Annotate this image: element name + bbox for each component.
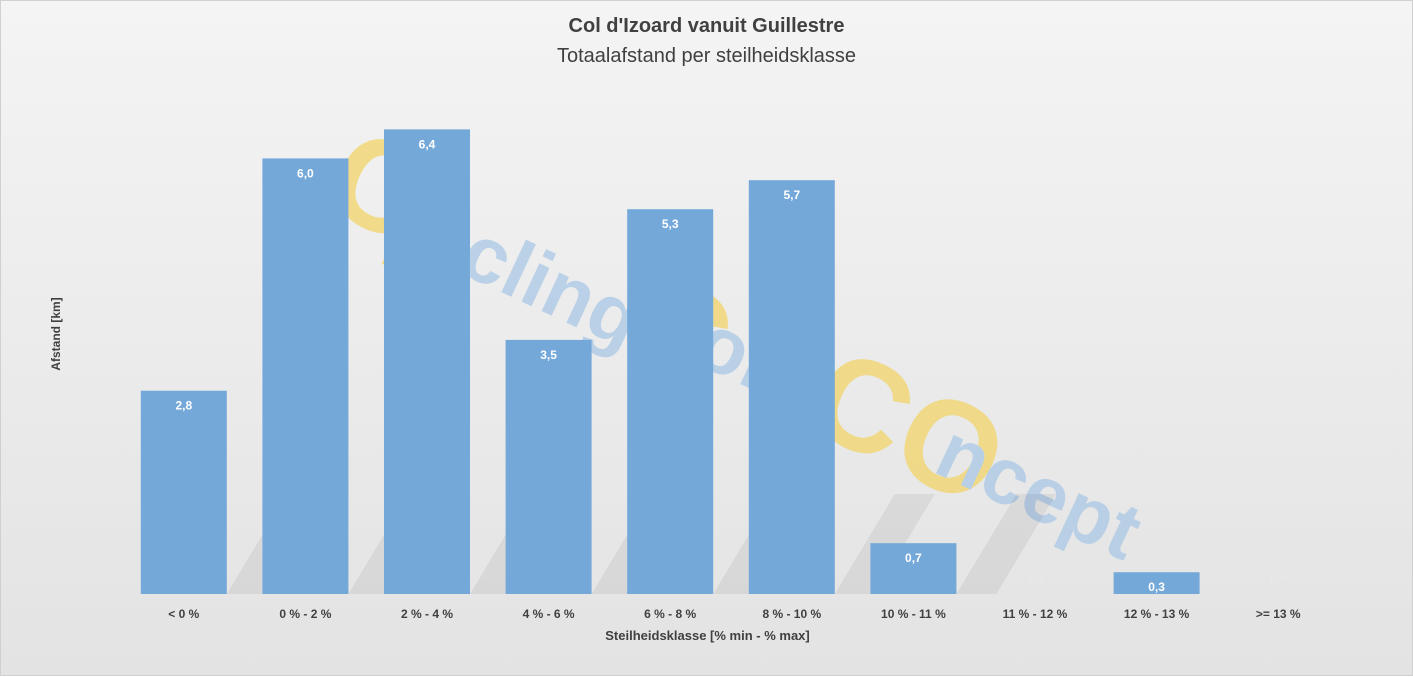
bar — [627, 209, 714, 594]
x-tick-label: 0 % - 2 % — [279, 607, 331, 621]
bar — [1113, 572, 1200, 594]
x-tick-label: 12 % - 13 % — [1124, 607, 1190, 621]
data-label: 6,4 — [419, 137, 436, 151]
data-label: 3,5 — [540, 348, 557, 362]
bar-shadow — [956, 494, 1057, 594]
x-tick-label: 4 % - 6 % — [523, 607, 575, 621]
chart-subtitle: Totaalafstand per steilheidsklasse — [556, 45, 857, 67]
data-label: 6,0 — [297, 166, 314, 180]
watermark-part: ncept — [924, 406, 1155, 577]
bar — [384, 129, 470, 595]
data-label: 0,0 — [1027, 572, 1044, 586]
data-label: 0,7 — [905, 551, 922, 565]
chart-title: Col d'Izoard vanuit Guillestre — [568, 15, 845, 37]
x-axis-label: Steilheidsklasse [% min - % max] — [605, 628, 810, 643]
x-tick-label: < 0 % — [168, 607, 199, 621]
data-label: 2,8 — [175, 399, 192, 413]
data-label: 0,0 — [1270, 572, 1287, 586]
data-label: 5,7 — [783, 188, 800, 202]
data-label: 5,3 — [662, 217, 679, 231]
x-tick-label: 8 % - 10 % — [762, 607, 821, 621]
bar — [870, 543, 957, 594]
x-tick-label: 6 % - 8 % — [644, 607, 696, 621]
data-label: 0,3 — [1148, 580, 1165, 594]
x-tick-label: 10 % - 11 % — [881, 607, 946, 621]
bar — [262, 158, 349, 594]
bar — [505, 339, 592, 594]
x-tick-label: 2 % - 4 % — [401, 607, 453, 621]
x-tick-label: 11 % - 12 % — [1003, 607, 1068, 621]
bar — [748, 180, 835, 594]
x-tick-label: >= 13 % — [1256, 607, 1301, 621]
bars — [140, 129, 1200, 595]
bar — [140, 390, 227, 594]
